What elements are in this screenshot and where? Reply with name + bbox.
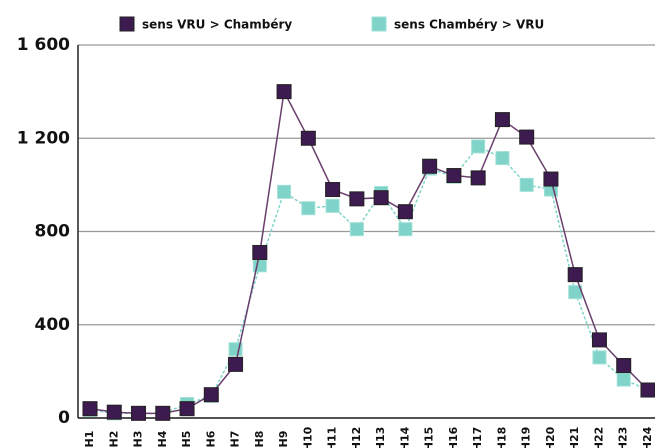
data-point <box>640 382 655 398</box>
x-tick-group: H20 <box>544 426 557 448</box>
data-point <box>446 168 462 184</box>
x-tick-group: H1 <box>83 431 96 448</box>
data-point <box>300 130 316 146</box>
x-tick-group: H14 <box>398 426 411 448</box>
x-tick-label: H10 <box>301 426 314 448</box>
data-point <box>422 158 438 174</box>
data-point <box>494 112 510 128</box>
data-point <box>495 151 510 166</box>
series-line <box>89 89 649 415</box>
x-tick-label: H18 <box>495 427 508 448</box>
x-tick-group: H18 <box>495 427 508 448</box>
x-tick-group: H16 <box>447 426 460 448</box>
data-point <box>349 222 364 237</box>
data-point <box>398 222 413 237</box>
x-tick-group: H13 <box>374 427 387 448</box>
x-tick-group: H17 <box>471 427 484 448</box>
x-tick-label: H4 <box>156 430 169 447</box>
legend-swatch <box>119 16 135 32</box>
data-point <box>301 201 316 216</box>
data-point <box>325 198 340 213</box>
data-point <box>519 129 535 145</box>
data-point <box>106 404 122 420</box>
data-point <box>203 387 219 403</box>
data-point <box>349 191 365 207</box>
x-tick-label: H20 <box>544 426 557 448</box>
x-tick-group: H23 <box>617 427 630 448</box>
y-tick-label: 400 <box>35 315 71 335</box>
data-point <box>252 244 268 260</box>
data-point <box>591 332 607 348</box>
x-tick-group: H11 <box>326 427 339 448</box>
x-tick-label: H7 <box>229 431 242 448</box>
legend-label: sens Chambéry > VRU <box>394 18 544 32</box>
x-tick-group: H7 <box>229 431 242 448</box>
data-point <box>155 405 171 421</box>
data-point <box>373 190 389 206</box>
x-tick-label: H2 <box>107 431 120 448</box>
x-tick-group: H5 <box>180 431 193 448</box>
data-point <box>228 356 244 372</box>
x-tick-label: H17 <box>471 427 484 448</box>
y-tick-label: 0 <box>58 408 70 428</box>
x-tick-group: H12 <box>350 427 363 448</box>
x-tick-group: H9 <box>277 431 290 448</box>
x-tick-group: H2 <box>107 431 120 448</box>
x-tick-label: H24 <box>641 426 654 448</box>
data-point <box>592 350 607 365</box>
data-point <box>82 401 98 417</box>
x-tick-group: H4 <box>156 430 169 447</box>
x-tick-group: H8 <box>253 431 266 448</box>
x-tick-label: H13 <box>374 427 387 448</box>
data-point <box>616 372 631 387</box>
data-point <box>519 177 534 192</box>
x-tick-label: H12 <box>350 427 363 448</box>
series-line <box>89 145 649 415</box>
data-point <box>616 358 632 374</box>
x-tick-group: H15 <box>423 427 436 448</box>
x-tick-group: H6 <box>204 430 217 447</box>
data-point <box>131 405 147 421</box>
y-tick-label: 1 600 <box>17 35 70 55</box>
data-point <box>325 182 341 198</box>
data-point <box>252 258 267 273</box>
x-tick-label: H6 <box>204 430 217 447</box>
x-tick-label: H21 <box>568 427 581 448</box>
x-tick-group: H3 <box>132 431 145 448</box>
legend-swatch <box>371 16 387 32</box>
x-tick-label: H23 <box>617 427 630 448</box>
data-point <box>397 204 413 220</box>
x-tick-label: H9 <box>277 431 290 448</box>
data-point <box>543 171 559 187</box>
x-tick-label: H11 <box>326 427 339 448</box>
x-tick-label: H19 <box>520 427 533 448</box>
x-tick-group: H21 <box>568 427 581 448</box>
x-tick-group: H22 <box>592 427 605 448</box>
x-tick-label: H1 <box>83 431 96 448</box>
x-tick-label: H15 <box>423 427 436 448</box>
x-tick-label: H3 <box>132 431 145 448</box>
data-point <box>567 267 583 283</box>
x-tick-label: H22 <box>592 427 605 448</box>
y-tick-label: 1 200 <box>17 128 70 148</box>
data-point <box>470 170 486 186</box>
x-tick-label: H14 <box>398 426 411 448</box>
x-tick-group: H24 <box>641 426 654 448</box>
x-tick-group: H10 <box>301 426 314 448</box>
y-tick-label: 800 <box>35 222 71 242</box>
data-point <box>471 139 486 154</box>
x-tick-label: H16 <box>447 426 460 448</box>
x-tick-group: H19 <box>520 427 533 448</box>
data-point <box>179 401 195 417</box>
legend-label: sens VRU > Chambéry <box>142 18 292 32</box>
data-point <box>276 84 292 100</box>
x-tick-label: H5 <box>180 431 193 448</box>
x-tick-label: H8 <box>253 431 266 448</box>
data-point <box>277 184 292 199</box>
